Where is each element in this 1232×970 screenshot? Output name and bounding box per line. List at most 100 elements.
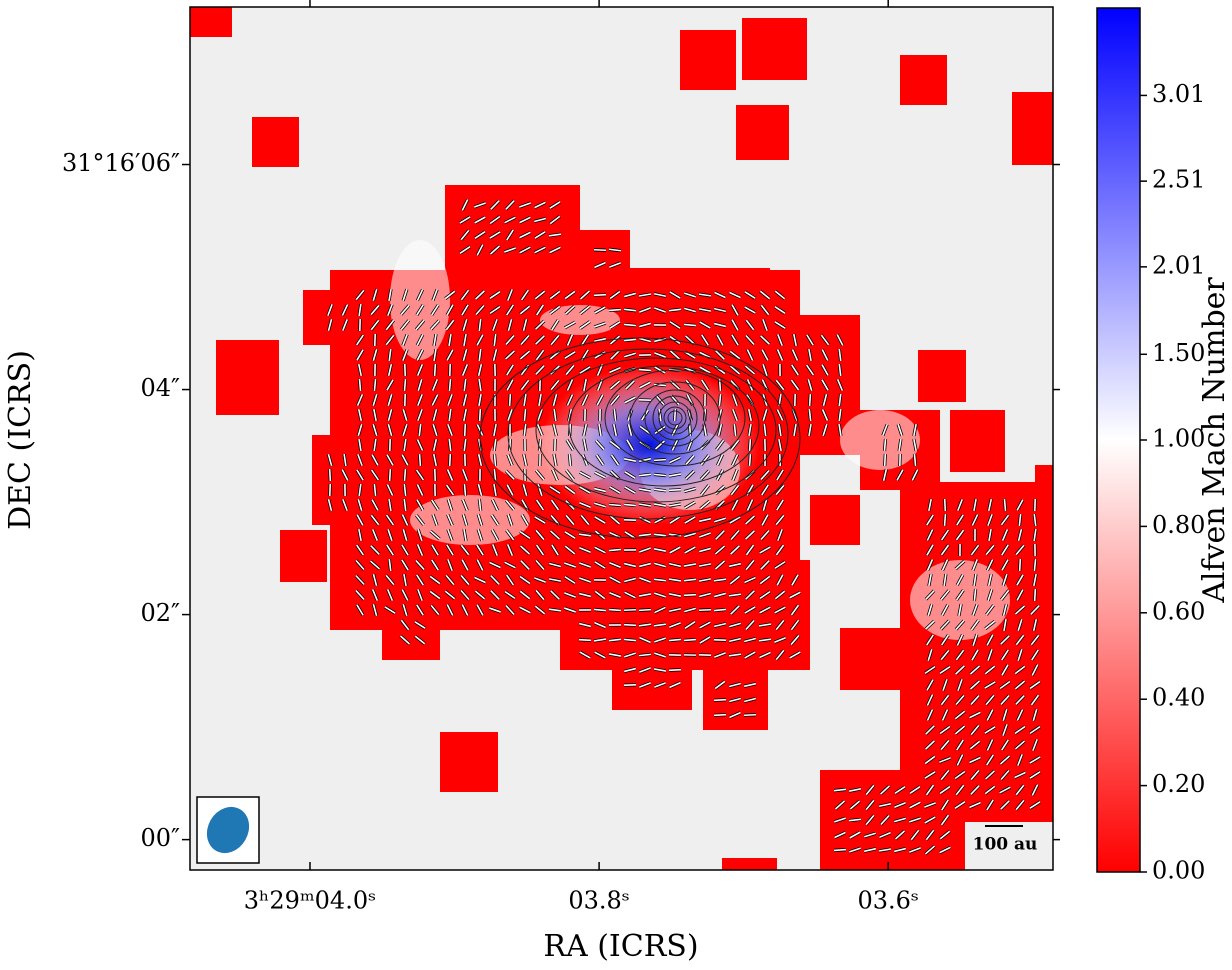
field-vector [778, 438, 782, 452]
field-vector [506, 544, 514, 556]
field-vector [568, 453, 572, 467]
field-vector [700, 454, 710, 466]
field-vector [493, 468, 497, 482]
field-vector [1018, 558, 1022, 572]
field-vector [927, 649, 933, 661]
field-vector [973, 498, 977, 512]
map-patch [722, 858, 777, 870]
field-vector [478, 348, 482, 362]
field-vector [432, 438, 438, 452]
field-vector [609, 366, 621, 374]
field-vector [790, 619, 800, 631]
field-vector [1032, 709, 1038, 721]
field-vector [522, 484, 528, 496]
field-vector [478, 498, 482, 512]
field-vector [715, 350, 725, 360]
field-vector [478, 378, 482, 392]
field-vector [909, 817, 921, 823]
map-patch [312, 435, 392, 525]
field-vector [774, 306, 786, 314]
field-vector [880, 815, 890, 825]
field-vector [865, 784, 875, 796]
field-vector [462, 349, 468, 361]
field-vector [1015, 784, 1025, 796]
field-vector [504, 216, 516, 224]
field-vector [973, 588, 977, 602]
field-vector [762, 364, 768, 376]
map-patch [216, 340, 279, 415]
field-vector [732, 469, 738, 481]
field-vector [955, 589, 965, 601]
field-vector [508, 393, 512, 407]
field-vector [761, 349, 769, 361]
field-vector [519, 202, 531, 208]
field-vector [774, 606, 786, 614]
field-vector [894, 817, 906, 823]
field-vector [463, 408, 467, 422]
field-vector [909, 801, 921, 809]
field-vector [668, 473, 682, 477]
field-vector [626, 439, 634, 451]
field-vector [387, 363, 393, 377]
field-vector [716, 334, 724, 346]
field-vector [956, 574, 964, 586]
field-vector [744, 651, 756, 659]
field-vector [416, 484, 424, 496]
field-vector [444, 290, 456, 300]
field-vector [638, 322, 652, 328]
field-vector [401, 559, 409, 571]
field-vector [578, 592, 592, 598]
field-vector [984, 681, 996, 689]
field-vector [416, 439, 424, 451]
field-vector [1001, 544, 1009, 556]
field-vector [745, 620, 755, 630]
field-vector [698, 293, 712, 297]
field-vector [432, 453, 438, 467]
contour [568, 365, 760, 487]
field-vector [1003, 498, 1007, 512]
field-vector [791, 364, 799, 376]
field-vector [1015, 634, 1025, 646]
field-vector [535, 499, 545, 511]
field-vector [490, 575, 500, 585]
field-vector [928, 498, 932, 512]
field-vector [865, 799, 875, 811]
field-vector [371, 454, 379, 466]
contour [663, 406, 687, 430]
field-vector [939, 830, 951, 840]
field-vector [1032, 739, 1038, 751]
field-vector [653, 623, 667, 627]
field-vector [731, 319, 739, 331]
field-vector [776, 409, 784, 421]
field-vector [683, 593, 697, 597]
field-vector [521, 514, 529, 526]
field-vector [579, 486, 591, 494]
field-vector [490, 590, 500, 600]
field-vector [519, 246, 531, 254]
field-vector [732, 394, 738, 406]
field-vector [713, 622, 727, 628]
field-vector [387, 394, 393, 406]
field-vector [639, 636, 651, 644]
field-vector [594, 651, 606, 659]
field-vector [401, 454, 409, 466]
field-vector [533, 217, 547, 223]
field-vector [683, 638, 697, 642]
field-vector [358, 438, 362, 452]
field-vector [883, 438, 887, 452]
field-vector [579, 471, 591, 479]
field-vector [748, 423, 752, 437]
field-vector [504, 590, 516, 600]
field-vector [865, 814, 875, 826]
field-vector [403, 498, 407, 512]
field-vector [489, 245, 501, 255]
field-vector [535, 589, 545, 601]
map-patch [1035, 465, 1053, 495]
field-vector [759, 575, 771, 585]
field-vector [805, 364, 815, 376]
field-vector [1016, 709, 1024, 721]
field-vector [761, 484, 769, 496]
field-vector [1033, 588, 1037, 602]
field-vector [416, 544, 424, 556]
field-vector [791, 349, 799, 361]
